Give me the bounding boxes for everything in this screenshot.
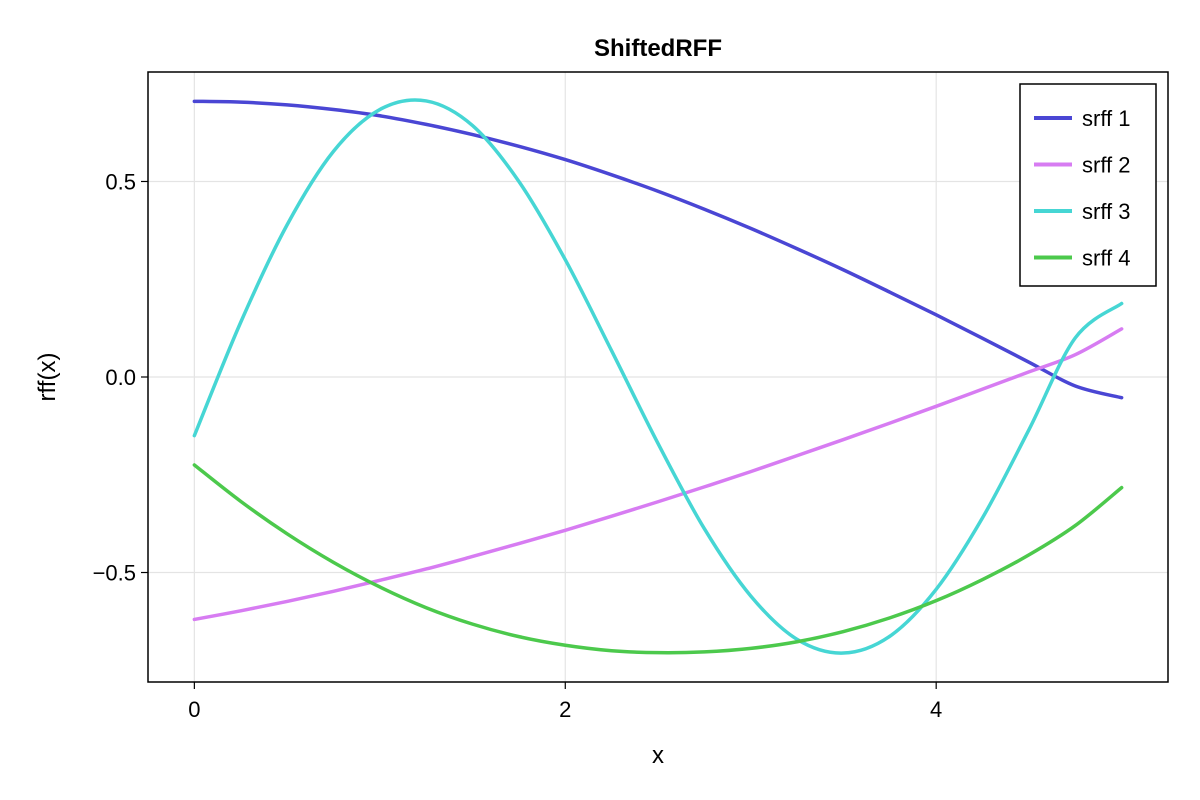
legend: srff 1 srff 2 srff 3 srff 4 bbox=[1019, 83, 1157, 287]
series-line-2 bbox=[192, 327, 1124, 622]
y-tick-label: −0.5 bbox=[93, 561, 136, 586]
legend-label: srff 4 bbox=[1082, 246, 1131, 271]
chart-title: ShiftedRFF bbox=[594, 35, 722, 62]
legend-label: srff 2 bbox=[1082, 153, 1131, 178]
series-line-3 bbox=[192, 98, 1124, 655]
x-axis-label: x bbox=[652, 742, 664, 769]
grid-lines bbox=[148, 72, 1168, 682]
series-line-1 bbox=[192, 99, 1124, 400]
x-tick-label: 2 bbox=[559, 697, 571, 722]
series-lines bbox=[192, 98, 1124, 655]
y-axis-label: rff(x) bbox=[34, 353, 61, 402]
x-tick-label: 0 bbox=[188, 697, 200, 722]
y-tick-label: 0.0 bbox=[105, 365, 136, 390]
axis-ticks: 0 2 4 0.5 0.0 −0.5 bbox=[93, 169, 943, 722]
legend-label: srff 1 bbox=[1082, 106, 1131, 131]
legend-label: srff 3 bbox=[1082, 199, 1131, 224]
series-line-4 bbox=[192, 463, 1124, 655]
x-tick-label: 4 bbox=[930, 697, 942, 722]
y-tick-label: 0.5 bbox=[105, 169, 136, 194]
legend-items: srff 1 srff 2 srff 3 srff 4 bbox=[1034, 106, 1131, 271]
